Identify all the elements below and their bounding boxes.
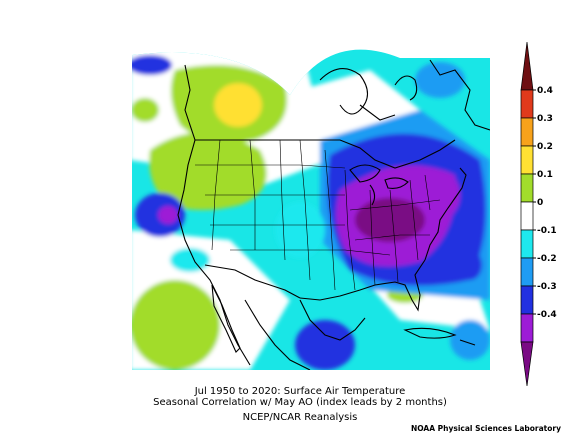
subtitle: NCEP/NCAR Reanalysis [242,412,358,423]
colorbar-band [520,41,534,91]
correlation-field [132,49,490,371]
colorbar-tick-label: 0.2 [537,142,553,152]
colorbar-band [520,145,534,175]
title-line-1: Jul 1950 to 2020: Surface Air Temperatur… [194,386,406,397]
colorbar-band [520,89,534,119]
colorbar-band [520,229,534,259]
colorbar-tick-label: -0.4 [537,310,557,320]
colorbar-tick-label: 0.3 [537,114,553,124]
colorbar-tick-label: -0.3 [537,282,557,292]
colorbar-band [520,257,534,287]
colorbar: 0.4 0.3 0.2 0.1 0 -0.1 -0.2 -0.3 -0.4 [520,41,557,387]
map-outlines [177,59,490,371]
colorbar-tick-label: -0.2 [537,254,557,264]
colorbar-band [520,285,534,315]
colorbar-band [520,173,534,203]
credit: NOAA Physical Sciences Laboratory [410,424,561,433]
state-borders [195,139,441,291]
colorbar-band [520,341,534,387]
colorbar-tick-label: 0.4 [537,86,553,96]
colorbar-tick-label: -0.1 [537,226,557,236]
colorbar-band [520,201,534,231]
colorbar-tick-label: 0.1 [537,170,553,180]
title-line-2: Seasonal Correlation w/ May AO (index le… [153,397,447,408]
colorbar-band [520,313,534,343]
colorbar-band [520,117,534,147]
colorbar-tick-label: 0 [537,198,543,208]
